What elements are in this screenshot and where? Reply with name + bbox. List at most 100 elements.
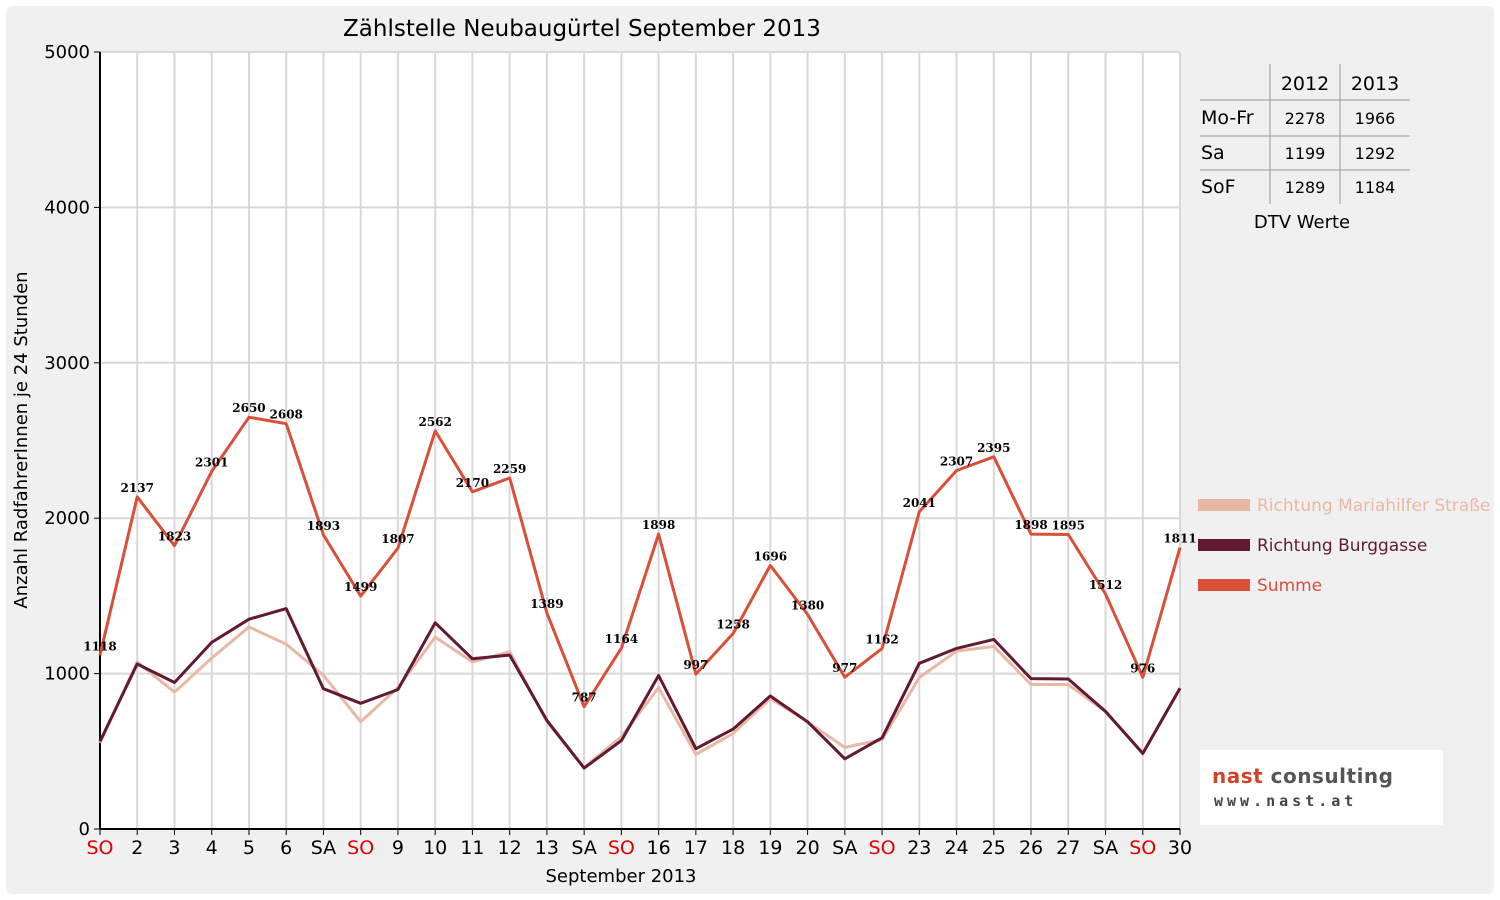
data-labels: 1118 2137 1823 2301 2650 2608 1893 1499 1807 2562…: [83, 401, 1196, 705]
table-cell: 1184: [1355, 178, 1396, 197]
x-tick-label: 12: [498, 837, 522, 859]
table-cell: 1199: [1285, 144, 1326, 163]
y-tick-label: 4000: [44, 197, 90, 218]
data-label: 1164: [605, 632, 638, 646]
logo-name-part1: nast: [1212, 764, 1264, 788]
data-label: 1512: [1089, 578, 1122, 592]
table-row-label: Sa: [1201, 142, 1225, 164]
y-tick-label: 5000: [44, 42, 90, 63]
series-lines: [98, 415, 1182, 770]
y-tick-label: 3000: [44, 353, 90, 374]
x-tick-label: 13: [535, 837, 559, 859]
data-label: 997: [683, 658, 708, 672]
legend: Richtung Mariahilfer Straße Richtung Burg…: [1198, 496, 1490, 596]
x-tick-label: 9: [392, 837, 404, 859]
data-label: 2395: [977, 441, 1010, 455]
table-cell: 2278: [1285, 109, 1326, 128]
table-cell: 1966: [1355, 109, 1396, 128]
data-label: 2301: [195, 455, 228, 469]
x-tick-label: 27: [1056, 837, 1080, 859]
logo-url: www.nast.at: [1214, 792, 1358, 810]
x-tick-label: 16: [647, 837, 671, 859]
gridlines: [100, 51, 1181, 829]
x-tick-label: SO: [869, 837, 896, 859]
x-tick-label: 26: [1019, 837, 1043, 859]
data-label: 2137: [121, 481, 154, 495]
table-cell: 1292: [1355, 144, 1396, 163]
logo: nast consulting www.nast.at: [1200, 750, 1443, 825]
y-tick-label: 2000: [44, 508, 90, 529]
x-tick-label: SA: [311, 837, 336, 859]
data-label: 1696: [754, 549, 787, 563]
table-row-label: SoF: [1201, 176, 1236, 198]
data-label: 1162: [865, 632, 898, 646]
x-tick-label: 5: [243, 837, 255, 859]
legend-swatch: [1198, 499, 1250, 511]
logo-name-part2: consulting: [1270, 764, 1394, 788]
data-label: 1898: [642, 518, 675, 532]
data-label: 1118: [83, 639, 116, 653]
series-line-2: [98, 607, 1182, 770]
data-label: 976: [1130, 661, 1155, 675]
data-label: 2608: [270, 408, 303, 422]
x-tick-label: 17: [684, 837, 708, 859]
x-tick-label: SO: [347, 837, 374, 859]
legend-swatch: [1198, 579, 1250, 591]
data-label: 1823: [158, 530, 191, 544]
data-label: 2170: [456, 476, 489, 490]
x-tick-label: 4: [206, 837, 218, 859]
x-tick-label: 2: [131, 837, 143, 859]
x-tick-label: 30: [1168, 837, 1192, 859]
x-tick-label: 25: [982, 837, 1006, 859]
x-tick-label: 10: [423, 837, 447, 859]
series-line-1: [98, 625, 1182, 770]
data-label: 2562: [418, 415, 451, 429]
x-tick-label: 23: [907, 837, 931, 859]
x-tick-label: 11: [460, 837, 484, 859]
x-tick-label: SO: [608, 837, 635, 859]
x-tick-label: 19: [758, 837, 782, 859]
plot-area: [100, 52, 1180, 829]
x-tick-label: 3: [168, 837, 180, 859]
x-tick-label: SO: [86, 837, 113, 859]
data-label: 2259: [493, 462, 526, 476]
data-label: 787: [572, 691, 597, 705]
legend-label: Richtung Burggasse: [1257, 536, 1427, 556]
x-tick-label: 24: [944, 837, 968, 859]
x-tick-label: 18: [721, 837, 745, 859]
table-caption: DTV Werte: [1254, 212, 1350, 233]
x-tick-label: SA: [571, 837, 596, 859]
x-tick-label: SA: [832, 837, 857, 859]
data-label: 1258: [716, 618, 749, 632]
table-row-label: Mo-Fr: [1201, 107, 1254, 129]
data-label: 1811: [1163, 532, 1196, 546]
table-cell: 1289: [1285, 178, 1326, 197]
series-line-3: [98, 415, 1182, 709]
data-label: 2041: [903, 496, 936, 510]
data-label: 1380: [791, 599, 824, 613]
table-header: 2013: [1351, 73, 1399, 95]
x-tick-label: 6: [280, 837, 292, 859]
data-label: 1898: [1014, 518, 1047, 532]
data-label: 1389: [530, 597, 563, 611]
x-tick-label: SO: [1129, 837, 1156, 859]
x-tick-label: SA: [1093, 837, 1118, 859]
dtv-table: 2012 2013 Mo-Fr 2278 1966 Sa 1199 1292 SoF 1289 11…: [1200, 64, 1410, 233]
x-tick-label: 20: [795, 837, 819, 859]
chart-title: Zählstelle Neubaugürtel September 2013: [343, 16, 821, 42]
axes: [94, 51, 1181, 835]
data-label: 1895: [1052, 519, 1085, 533]
legend-label: Summe: [1257, 576, 1322, 596]
legend-label: Richtung Mariahilfer Straße: [1257, 496, 1490, 516]
y-tick-label: 1000: [44, 664, 90, 685]
x-axis-label: September 2013: [545, 866, 696, 887]
data-label: 977: [832, 661, 857, 675]
data-label: 2650: [232, 401, 265, 415]
y-axis-label: Anzahl RadfahrerInnen je 24 Stunden: [11, 271, 32, 608]
table-header: 2012: [1281, 73, 1329, 95]
data-label: 1893: [307, 519, 340, 533]
legend-swatch: [1198, 539, 1250, 551]
logo-name: nast consulting: [1212, 764, 1393, 788]
